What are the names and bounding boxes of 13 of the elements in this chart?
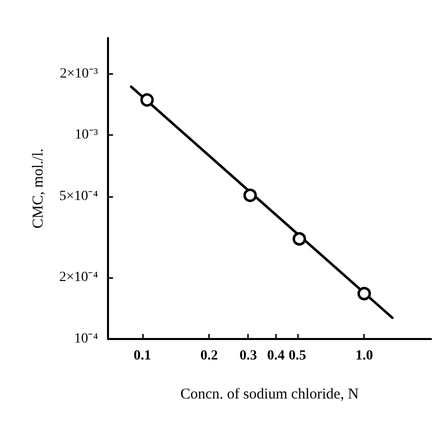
x-tick-label: 0.1	[134, 348, 152, 364]
y-tick-label: 5×10⁻⁴	[59, 189, 98, 204]
x-tick-label: 0.5	[288, 348, 306, 364]
x-tick-label: 0.2	[200, 348, 218, 364]
y-tick-label: 2×10⁻³	[60, 66, 98, 82]
y-axis-title: CMC, mol./l.	[30, 148, 46, 229]
y-tick-label: 10⁻⁴	[74, 332, 98, 346]
y-tick-label: 10⁻³	[74, 128, 98, 143]
y-tick-label: 2×10⁻⁴	[59, 270, 98, 286]
x-tick-label: 1.0	[355, 348, 373, 364]
x-tick-label: 0.4	[267, 348, 285, 364]
x-axis-title: Concn. of sodium chloride, N	[180, 386, 359, 402]
x-tick-label: 0.3	[239, 348, 257, 364]
